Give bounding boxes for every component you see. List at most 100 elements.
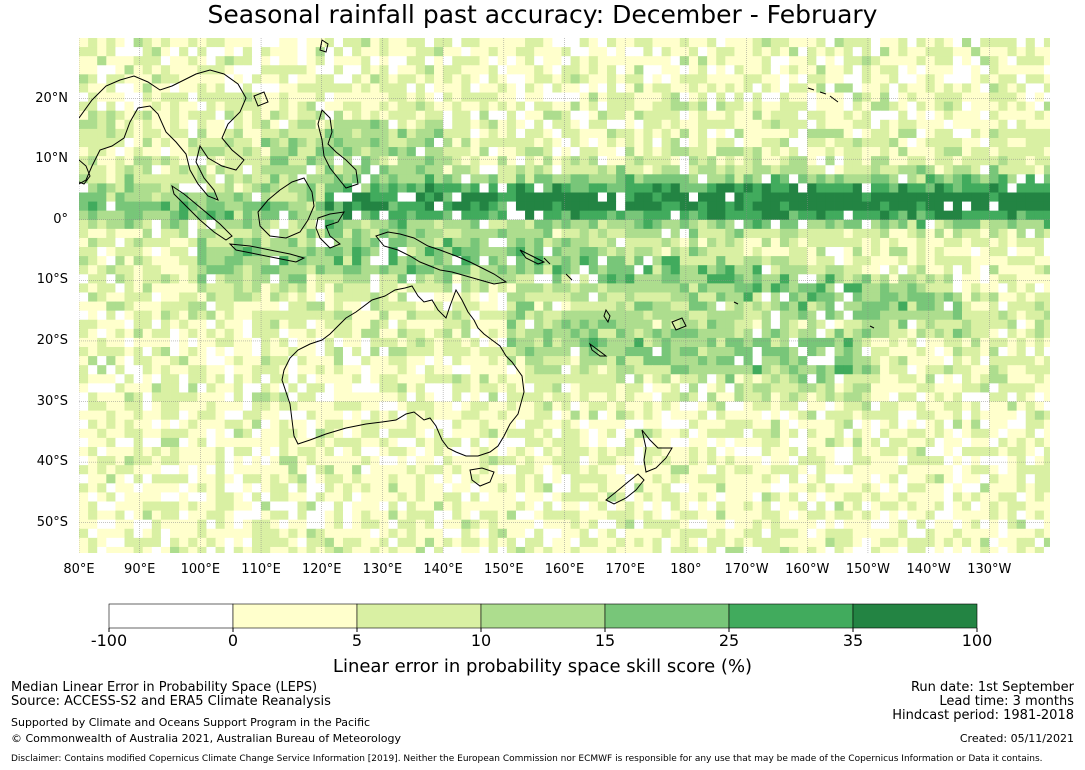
skill-cell <box>916 92 926 103</box>
skill-cell <box>397 210 408 221</box>
skill-cell <box>925 74 936 84</box>
skill-cell <box>825 292 835 302</box>
skill-cell <box>907 428 917 439</box>
skill-cell <box>971 147 981 157</box>
skill-cell <box>643 301 653 312</box>
skill-cell <box>261 110 271 121</box>
skill-cell <box>1025 356 1036 366</box>
skill-cell <box>124 456 135 466</box>
skill-cell <box>698 292 708 302</box>
skill-cell <box>561 392 571 402</box>
skill-cell <box>424 419 435 430</box>
skill-cell <box>661 192 672 202</box>
skill-cell <box>488 219 499 230</box>
skill-cell <box>825 310 835 321</box>
skill-cell <box>79 65 89 75</box>
skill-cell <box>825 301 835 312</box>
skill-cell <box>570 365 581 375</box>
skill-cell <box>952 147 963 157</box>
skill-cell <box>251 283 262 293</box>
skill-cell <box>160 310 171 321</box>
skill-cell <box>898 401 908 412</box>
skill-cell <box>361 410 371 421</box>
skill-cell <box>943 156 954 166</box>
skill-cell <box>743 274 754 284</box>
skill-cell <box>434 437 444 448</box>
skill-cell <box>88 192 98 202</box>
skill-cell <box>652 319 662 330</box>
skill-cell <box>698 101 708 112</box>
skill-cell <box>415 47 426 57</box>
skill-cell <box>834 165 845 175</box>
skill-cell <box>534 137 544 148</box>
skill-cell <box>133 47 144 57</box>
skill-cell <box>1016 410 1027 421</box>
skill-cell <box>170 437 180 448</box>
skill-cell <box>989 265 999 275</box>
skill-cell <box>1007 437 1018 448</box>
skill-cell <box>506 247 517 257</box>
skill-cell <box>634 310 644 321</box>
skill-cell <box>397 337 408 348</box>
skill-cell <box>215 147 226 157</box>
skill-cell <box>370 183 380 193</box>
skill-cell <box>752 228 763 239</box>
skill-cell <box>233 174 244 184</box>
skill-cell <box>388 365 399 375</box>
skill-cell <box>679 383 690 393</box>
skill-cell <box>443 92 453 103</box>
skill-cell <box>1016 65 1027 75</box>
skill-cell <box>1034 201 1045 212</box>
skill-cell <box>97 437 107 448</box>
skill-cell <box>133 383 144 393</box>
skill-cell <box>1007 383 1018 393</box>
skill-cell <box>133 328 144 339</box>
skill-cell <box>88 156 98 166</box>
skill-cell <box>388 201 399 212</box>
skill-cell <box>552 83 562 93</box>
skill-cell <box>861 337 872 348</box>
skill-cell <box>406 301 417 312</box>
skill-cell <box>670 274 681 284</box>
skill-cell <box>1025 337 1036 348</box>
skill-cell <box>816 237 826 248</box>
skill-cell <box>834 65 845 75</box>
skill-cell <box>971 428 981 439</box>
skill-cell <box>333 356 344 366</box>
skill-cell <box>397 74 408 84</box>
skill-cell <box>288 147 298 157</box>
skill-cell <box>907 292 917 302</box>
skill-cell <box>707 237 717 248</box>
skill-cell <box>251 38 262 48</box>
skill-cell <box>707 356 717 366</box>
skill-cell <box>761 392 772 402</box>
skill-cell <box>1043 192 1050 202</box>
skill-cell <box>342 174 353 184</box>
skill-cell <box>534 410 544 421</box>
skill-cell <box>543 147 553 157</box>
skill-cell <box>870 365 881 375</box>
skill-cell <box>989 283 999 293</box>
skill-cell <box>725 292 735 302</box>
skill-cell <box>670 110 681 121</box>
skill-cell <box>616 456 626 466</box>
skill-cell <box>443 228 453 239</box>
skill-cell <box>552 401 562 412</box>
skill-cell <box>789 174 799 184</box>
skill-cell <box>170 110 180 121</box>
skill-cell <box>834 446 845 457</box>
skill-cell <box>898 119 908 130</box>
skill-cell <box>952 365 963 375</box>
skill-cell <box>570 38 581 48</box>
skill-cell <box>251 210 262 221</box>
skill-cell <box>506 119 517 130</box>
skill-cell <box>461 83 471 93</box>
skill-cell <box>716 446 726 457</box>
skill-cell <box>97 301 107 312</box>
skill-cell <box>188 137 198 148</box>
skill-cell <box>688 247 699 257</box>
skill-cell <box>443 219 453 230</box>
skill-cell <box>761 283 772 293</box>
skill-cell <box>361 228 371 239</box>
skill-cell <box>870 201 881 212</box>
